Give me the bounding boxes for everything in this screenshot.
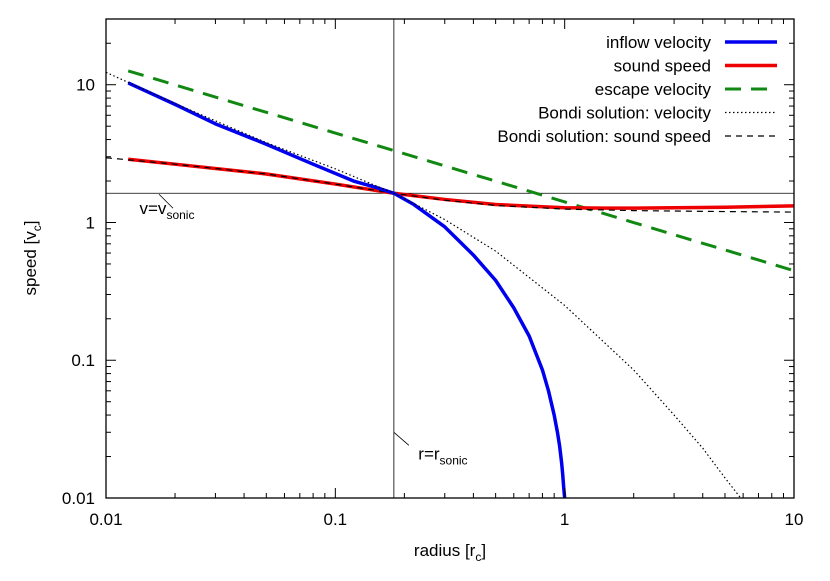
- y-tick-label: 0.01: [62, 489, 95, 508]
- x-tick-label: 0.01: [89, 510, 122, 529]
- y-tick-label: 0.1: [71, 351, 95, 370]
- x-tick-label: 0.1: [324, 510, 348, 529]
- y-axis-title: speed [vc]: [21, 221, 44, 296]
- annotation-leader: [393, 431, 410, 446]
- annotation-leader: [158, 193, 174, 209]
- legend-item-bondi-solution-velocity: Bondi solution: velocity: [538, 104, 777, 123]
- reference-lines: [106, 19, 794, 498]
- series-escape-velocity: [127, 69, 794, 273]
- x-tick-label: 1: [560, 510, 569, 529]
- series-inflow-velocity: [127, 81, 567, 498]
- annotations: v=vsonic r=rsonic: [140, 193, 468, 468]
- annotation-sonic-1: r=rsonic: [393, 431, 468, 468]
- legend-label: Bondi solution: velocity: [538, 104, 711, 123]
- series-layer: [106, 69, 794, 498]
- legend-label: Bondi solution: sound speed: [497, 127, 711, 146]
- x-axis-title: radius [rc]: [414, 541, 486, 564]
- series-bondi-solution-velocity: [106, 71, 742, 498]
- x-tick-label: 10: [785, 510, 804, 529]
- axes: 0.01 0.1 1 10 0.01 0.1 1 10: [62, 18, 804, 529]
- legend-item-escape-velocity: escape velocity: [595, 80, 777, 99]
- series-bondi-solution-sound-speed: [106, 157, 794, 213]
- annotation-sonic-0: v=vsonic: [140, 193, 195, 222]
- legend-label: inflow velocity: [606, 33, 711, 52]
- y-tick-label: 10: [76, 76, 95, 95]
- legend-label: sound speed: [614, 57, 711, 76]
- legend: inflow velocity sound speed escape velocit…: [497, 33, 777, 146]
- series-sound-speed: [128, 157, 794, 210]
- annotation-label: r=rsonic: [418, 445, 467, 468]
- legend-label: escape velocity: [595, 80, 712, 99]
- plot-frame: [105, 18, 795, 499]
- legend-item-sound-speed: sound speed: [614, 57, 777, 76]
- legend-item-bondi-solution-sound-speed: Bondi solution: sound speed: [497, 127, 777, 146]
- annotation-label: v=vsonic: [140, 199, 195, 222]
- legend-item-inflow-velocity: inflow velocity: [606, 33, 777, 52]
- y-tick-label: 1: [86, 213, 95, 232]
